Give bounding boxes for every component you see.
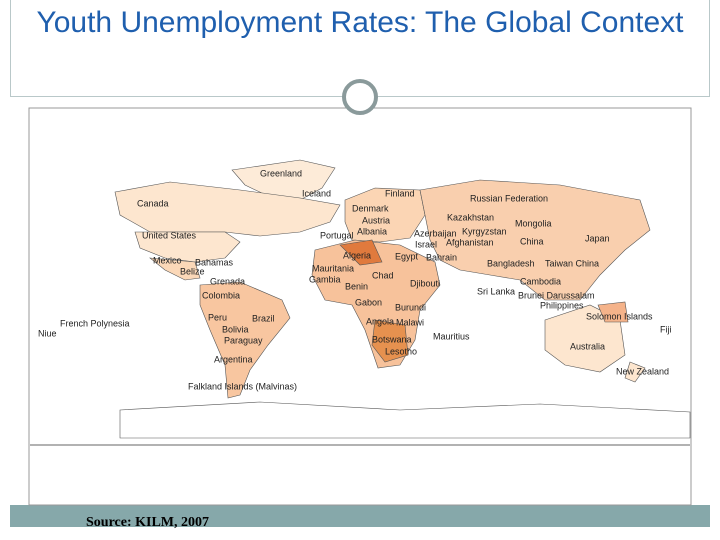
southern-africa [371, 319, 409, 363]
country-label: Azerbaijan [414, 228, 457, 238]
country-label: China [520, 236, 544, 246]
usa [134, 231, 241, 263]
country-label: Portugal [320, 230, 354, 240]
map-labels: Greenland Iceland Finland Russian Federa… [38, 168, 672, 391]
country-label: Djibouti [410, 278, 440, 288]
country-label: Benin [345, 281, 368, 291]
country-label: Bahamas [195, 257, 234, 267]
canada [114, 181, 341, 237]
country-label: Paraguay [224, 335, 263, 345]
country-label: Albania [357, 226, 387, 236]
country-label: Chad [372, 270, 394, 280]
country-label: Lesotho [385, 346, 417, 356]
country-label: Mexico [153, 255, 182, 265]
country-label: Bolivia [222, 324, 249, 334]
country-label: Gabon [355, 297, 382, 307]
ornament [342, 79, 378, 115]
country-label: Brazil [252, 313, 275, 323]
country-label: Gambia [309, 274, 341, 284]
country-label: Russian Federation [470, 193, 548, 203]
country-label: Egypt [395, 251, 419, 261]
country-label: Botswana [372, 334, 412, 344]
country-label: Belize [180, 266, 205, 276]
country-label: United States [142, 230, 197, 240]
country-label: Niue [38, 328, 57, 338]
new-zealand [624, 361, 646, 383]
country-label: New Zealand [616, 366, 669, 376]
country-label: Burundi [395, 302, 426, 312]
country-label: Cambodia [520, 276, 561, 286]
country-label: Algeria [343, 250, 371, 260]
country-label: Argentina [214, 354, 253, 364]
country-label: Grenada [210, 276, 245, 286]
mexico [149, 257, 201, 281]
country-label: Greenland [260, 168, 302, 178]
antarctica [119, 401, 691, 439]
country-label: Australia [570, 341, 605, 351]
country-label: Bangladesh [487, 258, 535, 268]
country-label: Solomon Islands [586, 311, 653, 321]
country-label: Canada [137, 198, 169, 208]
landmasses [114, 159, 691, 439]
country-label: Falkland Islands (Malvinas) [188, 381, 297, 391]
country-label: Mongolia [515, 218, 552, 228]
country-label: Fiji [660, 324, 672, 334]
algeria [339, 239, 383, 266]
country-label: Japan [585, 233, 610, 243]
country-label: Bahrain [426, 252, 457, 262]
country-label: Afghanistan [446, 237, 494, 247]
country-label: Colombia [202, 290, 240, 300]
country-label: Mauritius [433, 331, 470, 341]
country-label: French Polynesia [60, 318, 130, 328]
source-note: Source: KILM, 2007 [86, 515, 210, 530]
country-label: Peru [208, 312, 227, 322]
country-label: Sri Lanka [477, 286, 515, 296]
europe [344, 187, 426, 243]
asia [419, 179, 651, 301]
country-label: Philippines [540, 300, 584, 310]
papua [597, 301, 629, 323]
country-label: Austria [362, 215, 390, 225]
south-america [199, 281, 291, 399]
country-label: Kyrgyzstan [462, 226, 507, 236]
country-label: Malawi [396, 317, 424, 327]
country-label: Angola [366, 316, 394, 326]
slide-title: Youth Unemployment Rates: The Global Con… [36, 6, 684, 39]
country-label: Taiwan China [545, 258, 599, 268]
country-label: Finland [385, 188, 415, 198]
country-label: Denmark [352, 203, 389, 213]
country-label: Brunei Darussalam [518, 290, 595, 300]
country-label: Kazakhstan [447, 212, 494, 222]
country-label: Israel [415, 239, 437, 249]
greenland [231, 159, 336, 201]
footer-bar [10, 505, 710, 527]
country-label: Iceland [302, 188, 331, 198]
country-label: Mauritania [312, 263, 354, 273]
